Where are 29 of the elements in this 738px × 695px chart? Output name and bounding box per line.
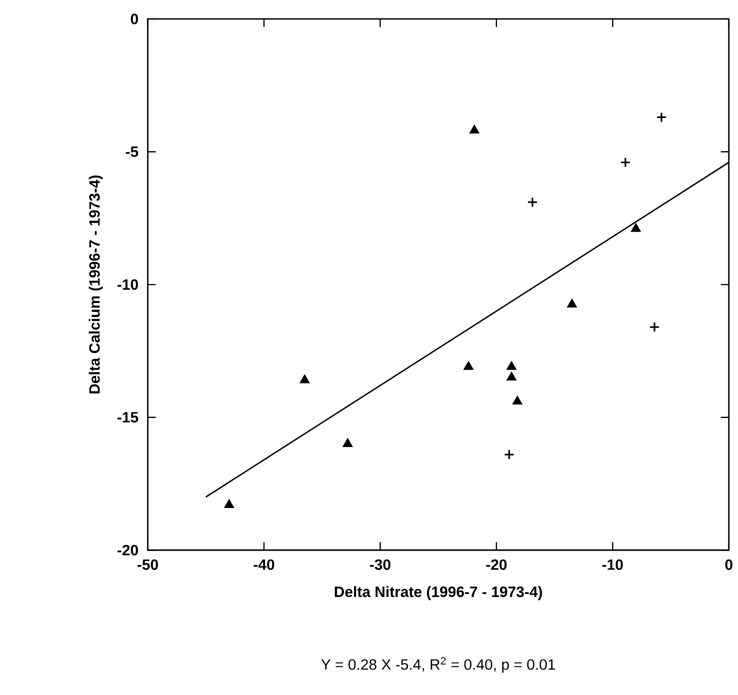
point <box>656 112 667 123</box>
point <box>512 396 522 404</box>
y-tick-label: -20 <box>118 544 138 556</box>
point <box>631 224 641 232</box>
point <box>506 362 516 370</box>
point <box>504 449 514 460</box>
point <box>620 157 631 168</box>
point <box>649 322 660 332</box>
x-tick-label: -20 <box>486 559 507 570</box>
x-tick-label: -50 <box>138 559 158 570</box>
y-axis-title: Delta Calcium (1996-7 - 1973-4) <box>88 176 103 394</box>
x-tick-label: -40 <box>254 559 274 570</box>
x-tick-label: -30 <box>370 559 390 570</box>
point <box>527 196 538 208</box>
x-tick-label: -10 <box>602 559 623 570</box>
point <box>464 362 474 370</box>
x-tick-label: 0 <box>725 559 732 570</box>
point <box>470 125 480 134</box>
point <box>567 299 577 308</box>
x-axis-title: Delta Nitrate (1996-7 - 1973-4) <box>334 586 542 600</box>
text: Y = 0.28 X -5.4, R$^{2}$ = 0.40, p = 0.01 <box>321 657 556 673</box>
point <box>224 500 234 508</box>
point <box>342 438 352 447</box>
y-tick-label: -10 <box>118 279 138 290</box>
y-tick-label: -15 <box>118 412 138 423</box>
point <box>506 372 516 381</box>
point <box>300 374 310 384</box>
y-tick-label: 0 <box>130 14 138 24</box>
y-tick-label: -5 <box>126 146 138 158</box>
